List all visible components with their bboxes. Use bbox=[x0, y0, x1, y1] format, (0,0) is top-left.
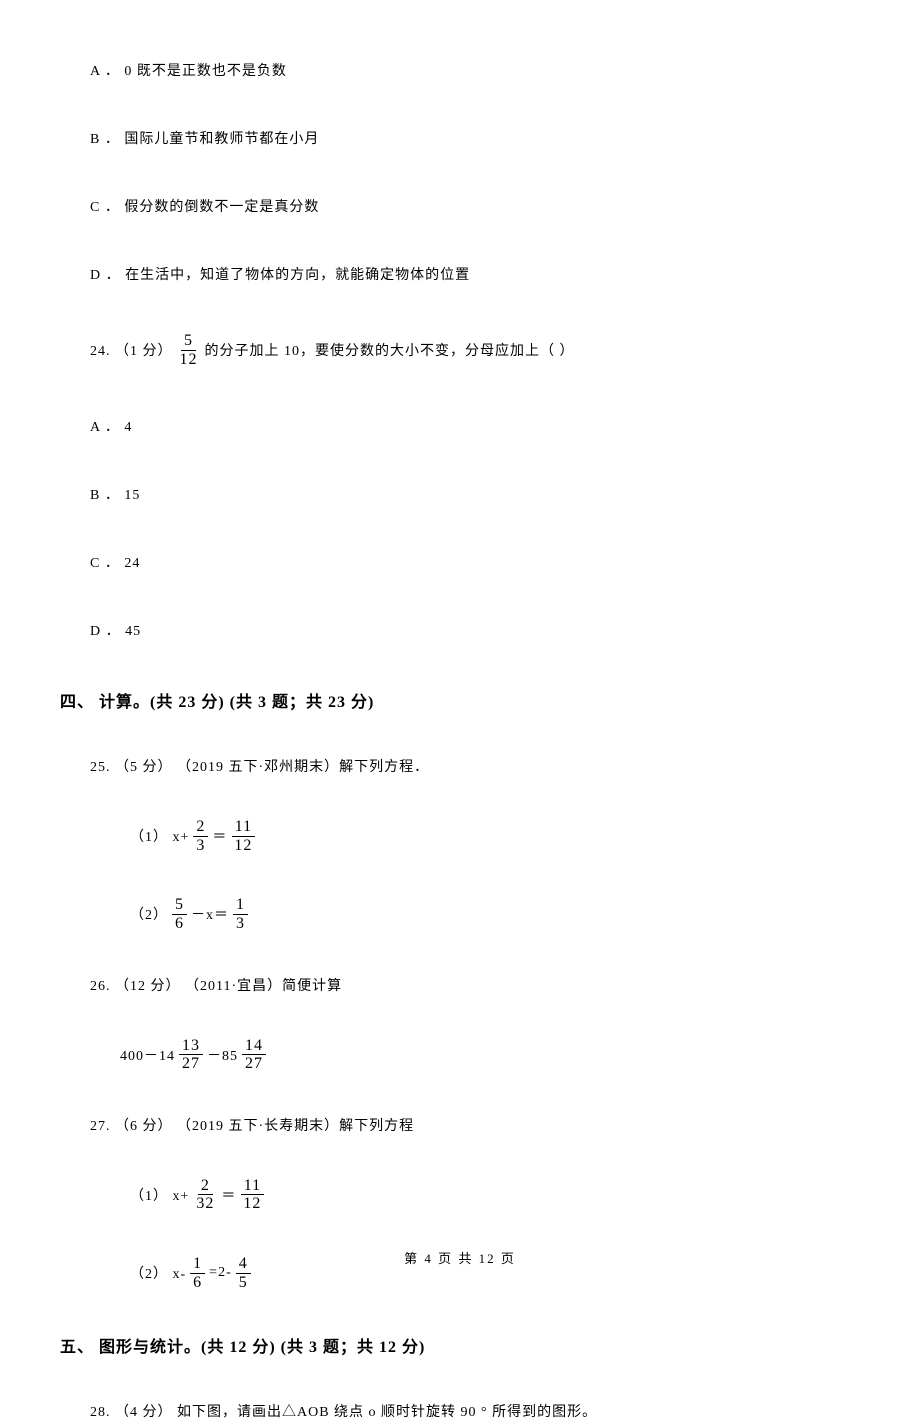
q26-frac1: 13 27 bbox=[179, 1037, 203, 1073]
frac-denominator: 12 bbox=[231, 837, 255, 855]
frac-denominator: 5 bbox=[236, 1274, 251, 1292]
frac-numerator: 5 bbox=[172, 896, 187, 915]
frac-denominator: 32 bbox=[193, 1195, 217, 1213]
q23-option-d: D ． 在生活中，知道了物体的方向，就能确定物体的位置 bbox=[90, 264, 860, 284]
q26-expression: 400－14 13 27 －85 14 27 bbox=[90, 1037, 860, 1073]
q27-sub1-frac2: 11 12 bbox=[240, 1177, 264, 1213]
q25-sub2-frac2: 1 3 bbox=[233, 896, 248, 932]
q23-option-b: B ． 国际儿童节和教师节都在小月 bbox=[90, 128, 860, 148]
q28-stem: 28. （4 分） 如下图，请画出△AOB 绕点 o 顺时针旋转 90 ° 所得… bbox=[90, 1401, 860, 1421]
q26-p1: 400－14 bbox=[120, 1045, 175, 1065]
frac-numerator: 11 bbox=[232, 818, 255, 837]
section-4-header: 四、 计算。(共 23 分) (共 3 题；共 23 分) bbox=[60, 688, 860, 712]
q27-stem: 27. （6 分） （2019 五下·长寿期末）解下列方程 bbox=[90, 1115, 860, 1135]
frac-numerator: 11 bbox=[241, 1177, 264, 1196]
frac-numerator: 13 bbox=[179, 1037, 203, 1056]
q25-sub2: （2） 5 6 －x＝ 1 3 bbox=[90, 896, 860, 932]
q26-p2: －85 bbox=[207, 1045, 238, 1065]
q25-sub2-prefix: （2） bbox=[130, 904, 168, 924]
q27-sub2-mid: =2- bbox=[209, 1265, 232, 1281]
q27-sub1-frac1: 2 32 bbox=[193, 1177, 217, 1213]
q27-sub1-mid: ＝ bbox=[221, 1185, 236, 1205]
q24-fraction: 5 12 bbox=[177, 332, 201, 368]
frac-denominator: 6 bbox=[190, 1274, 205, 1292]
page-footer: 第 4 页 共 12 页 bbox=[0, 1248, 920, 1267]
q24-option-a: A ． 4 bbox=[90, 416, 860, 436]
frac-denominator: 12 bbox=[177, 351, 201, 369]
q24-option-d: D ． 45 bbox=[90, 620, 860, 640]
frac-denominator: 6 bbox=[172, 915, 187, 933]
q27-sub1-prefix: （1） x+ bbox=[130, 1185, 189, 1205]
q25-sub1-frac1: 2 3 bbox=[193, 818, 208, 854]
section-5-header: 五、 图形与统计。(共 12 分) (共 3 题；共 12 分) bbox=[60, 1333, 860, 1357]
frac-denominator: 3 bbox=[193, 837, 208, 855]
frac-numerator: 1 bbox=[233, 896, 248, 915]
frac-denominator: 27 bbox=[242, 1055, 266, 1073]
q25-sub1: （1） x+ 2 3 ＝ 11 12 bbox=[90, 818, 860, 854]
q26-stem: 26. （12 分） （2011·宜昌）简便计算 bbox=[90, 975, 860, 995]
q25-sub2-frac1: 5 6 bbox=[172, 896, 187, 932]
q24-prefix: 24. （1 分） bbox=[90, 340, 173, 360]
q25-sub1-frac2: 11 12 bbox=[231, 818, 255, 854]
q23-option-c: C ． 假分数的倒数不一定是真分数 bbox=[90, 196, 860, 216]
q24-suffix: 的分子加上 10，要使分数的大小不变，分母应加上（ ） bbox=[205, 340, 575, 360]
q24-option-b: B ． 15 bbox=[90, 484, 860, 504]
q26-frac2: 14 27 bbox=[242, 1037, 266, 1073]
q24-stem: 24. （1 分） 5 12 的分子加上 10，要使分数的大小不变，分母应加上（… bbox=[90, 332, 860, 368]
frac-denominator: 27 bbox=[179, 1055, 203, 1073]
frac-numerator: 2 bbox=[198, 1177, 213, 1196]
q23-option-a: A ． 0 既不是正数也不是负数 bbox=[90, 60, 860, 80]
frac-numerator: 5 bbox=[181, 332, 196, 351]
q25-stem: 25. （5 分） （2019 五下·邓州期末）解下列方程． bbox=[90, 756, 860, 776]
frac-denominator: 3 bbox=[233, 915, 248, 933]
frac-denominator: 12 bbox=[240, 1195, 264, 1213]
q25-sub1-prefix: （1） x+ bbox=[130, 826, 189, 846]
frac-numerator: 2 bbox=[193, 818, 208, 837]
q25-sub2-mid: －x＝ bbox=[191, 904, 229, 924]
q27-sub1: （1） x+ 2 32 ＝ 11 12 bbox=[90, 1177, 860, 1213]
q25-sub1-mid: ＝ bbox=[212, 826, 227, 846]
q24-option-c: C ． 24 bbox=[90, 552, 860, 572]
frac-numerator: 14 bbox=[242, 1037, 266, 1056]
